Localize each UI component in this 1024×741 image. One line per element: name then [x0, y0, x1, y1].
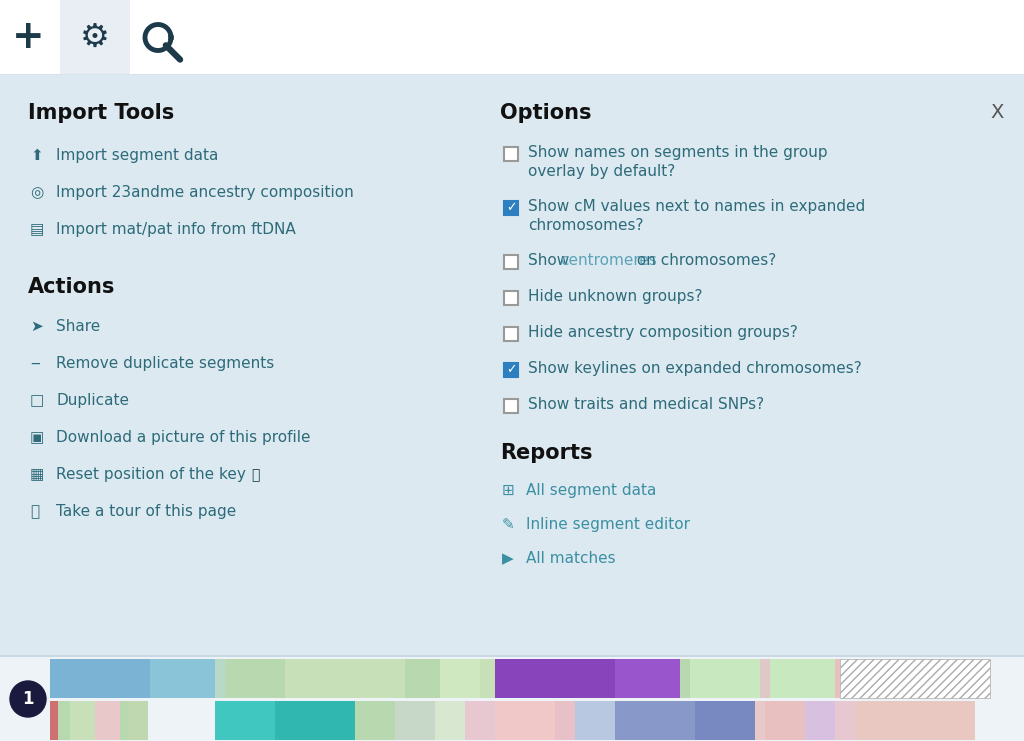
Bar	[215, 701, 275, 740]
Text: Actions: Actions	[28, 277, 116, 297]
Bar	[765, 701, 805, 740]
Text: Show cM values next to names in expanded: Show cM values next to names in expanded	[528, 199, 865, 214]
Bar	[435, 701, 465, 740]
Text: ◎: ◎	[30, 185, 43, 200]
Bar	[58, 701, 70, 740]
Text: 1: 1	[23, 690, 34, 708]
Text: ⊞: ⊞	[502, 483, 515, 498]
Bar	[50, 701, 58, 740]
Text: ➤: ➤	[30, 319, 43, 334]
Bar	[480, 659, 495, 698]
Text: Download a picture of this profile: Download a picture of this profile	[56, 430, 310, 445]
Bar	[760, 659, 770, 698]
Bar	[695, 701, 755, 740]
Text: Options: Options	[500, 103, 592, 123]
Bar	[0, 74, 1024, 75]
Bar	[440, 659, 480, 698]
Bar	[555, 701, 575, 740]
Text: ⬆: ⬆	[30, 148, 43, 163]
Text: chromosomes?: chromosomes?	[528, 218, 643, 233]
Bar	[835, 701, 855, 740]
Bar	[805, 701, 835, 740]
Bar	[504, 255, 518, 269]
Circle shape	[10, 681, 46, 717]
Text: Import segment data: Import segment data	[56, 148, 218, 163]
Text: Import Tools: Import Tools	[28, 103, 174, 123]
Text: ❓: ❓	[251, 468, 259, 482]
Bar	[0, 75, 1024, 655]
Bar	[120, 701, 128, 740]
Text: □: □	[30, 393, 44, 408]
Bar	[680, 659, 690, 698]
Text: ▶: ▶	[502, 551, 514, 566]
Text: +: +	[11, 19, 44, 56]
Text: Show names on segments in the group: Show names on segments in the group	[528, 145, 827, 160]
Text: Share: Share	[56, 319, 100, 334]
Bar	[395, 701, 435, 740]
Text: Duplicate: Duplicate	[56, 393, 129, 408]
Text: Hide ancestry composition groups?: Hide ancestry composition groups?	[528, 325, 798, 340]
Text: X: X	[990, 103, 1004, 122]
Text: ❓: ❓	[30, 504, 39, 519]
Bar	[615, 659, 680, 698]
Text: centromeres: centromeres	[560, 253, 657, 268]
Bar	[275, 701, 355, 740]
Bar	[0, 0, 1024, 75]
Bar	[575, 701, 615, 740]
Text: Show keylines on expanded chromosomes?: Show keylines on expanded chromosomes?	[528, 361, 862, 376]
Bar	[615, 701, 695, 740]
Text: Show: Show	[528, 253, 574, 268]
Bar	[495, 701, 555, 740]
Bar	[355, 701, 395, 740]
Text: ✓: ✓	[506, 202, 516, 214]
Text: ▤: ▤	[30, 222, 44, 237]
Bar	[150, 659, 215, 698]
Bar	[855, 701, 975, 740]
Text: Remove duplicate segments: Remove duplicate segments	[56, 356, 274, 371]
Bar	[225, 659, 285, 698]
Bar	[504, 399, 518, 413]
Text: Reports: Reports	[500, 443, 593, 463]
Text: ⚙: ⚙	[80, 21, 110, 54]
Text: ✎: ✎	[502, 517, 515, 532]
Bar	[504, 147, 518, 161]
Bar	[406, 659, 440, 698]
Bar	[215, 659, 225, 698]
Bar	[70, 701, 95, 740]
Text: Inline segment editor: Inline segment editor	[526, 517, 690, 532]
Bar	[0, 657, 1024, 741]
Text: ▦: ▦	[30, 467, 44, 482]
Bar	[495, 659, 615, 698]
Bar	[504, 327, 518, 341]
Text: All segment data: All segment data	[526, 483, 656, 498]
Bar	[60, 0, 130, 75]
Text: Import 23andme ancestry composition: Import 23andme ancestry composition	[56, 185, 353, 200]
Text: ✓: ✓	[506, 364, 516, 376]
Text: All matches: All matches	[526, 551, 615, 566]
Bar	[504, 363, 518, 377]
Bar	[835, 659, 840, 698]
Bar	[504, 201, 518, 215]
Bar	[840, 659, 990, 698]
Text: Reset position of the key: Reset position of the key	[56, 467, 246, 482]
Text: ▣: ▣	[30, 430, 44, 445]
Text: ‒: ‒	[30, 356, 40, 371]
Text: Show traits and medical SNPs?: Show traits and medical SNPs?	[528, 397, 764, 412]
Bar	[128, 701, 148, 740]
Text: Hide unknown groups?: Hide unknown groups?	[528, 289, 702, 304]
Bar	[0, 655, 1024, 657]
Bar	[285, 659, 406, 698]
Bar	[770, 659, 835, 698]
Bar	[50, 659, 150, 698]
Text: Take a tour of this page: Take a tour of this page	[56, 504, 237, 519]
Text: on chromosomes?: on chromosomes?	[632, 253, 776, 268]
Text: Import mat/pat info from ftDNA: Import mat/pat info from ftDNA	[56, 222, 296, 237]
Text: overlay by default?: overlay by default?	[528, 164, 675, 179]
Bar	[755, 701, 765, 740]
Bar	[465, 701, 495, 740]
Bar	[690, 659, 760, 698]
Bar	[95, 701, 120, 740]
Bar	[504, 291, 518, 305]
